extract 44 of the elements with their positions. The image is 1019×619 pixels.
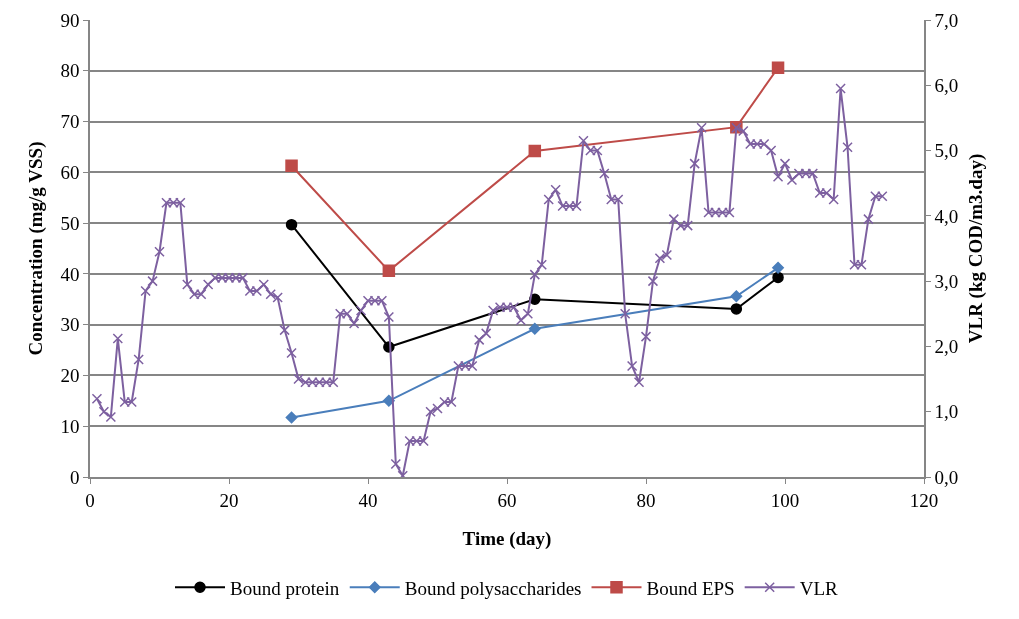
- y-tick-label: 60: [60, 161, 80, 183]
- y-tick-label: 90: [60, 9, 80, 31]
- point: [771, 61, 785, 74]
- y2-tick-label: 5,0: [934, 140, 959, 162]
- point: [285, 218, 298, 231]
- x-tick-label: 100: [770, 489, 800, 511]
- y-tick-label: 40: [60, 263, 80, 285]
- legend-label: Bound protein: [230, 577, 340, 599]
- y-tick-label: 80: [60, 60, 80, 82]
- legend-label: Bound polysaccharides: [404, 577, 582, 599]
- y2-tick-label: 2,0: [934, 336, 959, 358]
- x-tick-label: 0: [85, 489, 95, 511]
- x-tick-label: 120: [909, 489, 939, 511]
- point: [285, 411, 298, 424]
- legend-label: VLR: [799, 577, 838, 599]
- x-tick-label: 20: [219, 489, 239, 511]
- point: [528, 322, 541, 335]
- point: [528, 144, 542, 158]
- x-axis-title: Time (day): [462, 527, 552, 550]
- point: [382, 264, 396, 278]
- y-tick-label: 20: [60, 365, 80, 387]
- y-tick-label: 70: [60, 111, 80, 133]
- point: [772, 261, 784, 274]
- y2-tick-label: 4,0: [934, 205, 959, 227]
- y-axis-title: Concentration (mg/g VSS): [24, 141, 47, 356]
- point: [772, 271, 784, 284]
- y2-tick-label: 7,0: [934, 9, 959, 31]
- y-tick-label: 0: [69, 466, 80, 488]
- point: [730, 290, 743, 303]
- x-tick-label: 80: [636, 489, 656, 511]
- y2-tick-label: 1,0: [934, 401, 959, 423]
- point: [382, 394, 395, 407]
- y2-axis-title: VLR (kg COD/m3.day): [965, 153, 987, 344]
- y2-tick-label: 6,0: [934, 74, 959, 96]
- x-tick-label: 60: [497, 489, 517, 511]
- y-tick-label: 30: [60, 314, 80, 336]
- y-tick-label: 50: [60, 212, 80, 234]
- y-tick-label: 10: [60, 415, 80, 437]
- y2-tick-label: 0,0: [934, 466, 959, 488]
- legend-label: Bound EPS: [646, 577, 735, 599]
- point: [285, 159, 298, 172]
- x-tick-label: 40: [358, 489, 378, 511]
- y2-tick-label: 3,0: [934, 270, 959, 292]
- point: [730, 303, 743, 315]
